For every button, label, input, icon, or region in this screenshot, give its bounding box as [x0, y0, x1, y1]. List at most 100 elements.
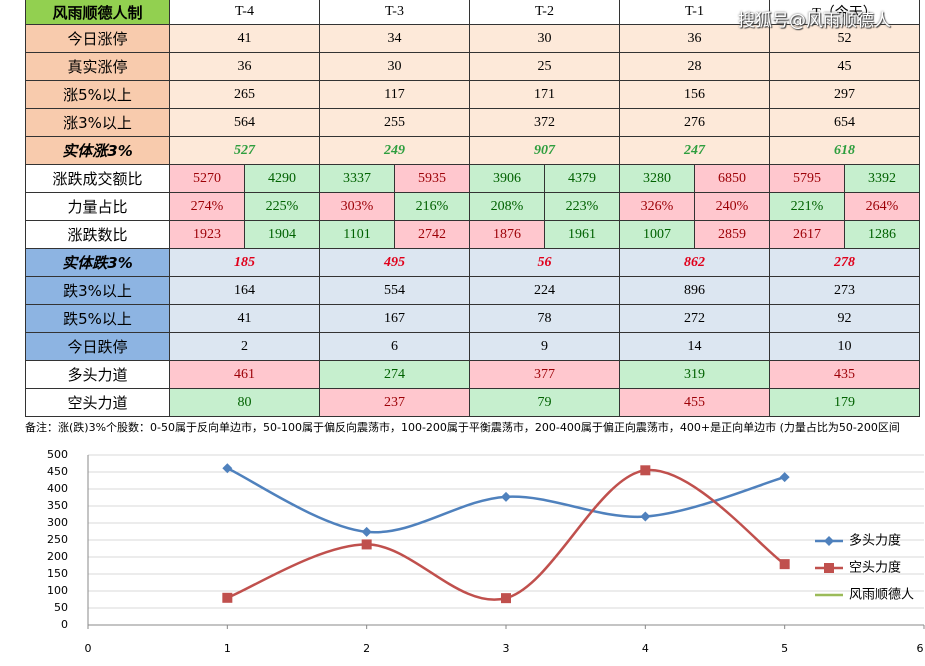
value-cell: 208% — [470, 193, 545, 221]
value-cell: 6850 — [695, 165, 770, 193]
value-cell: 45 — [770, 53, 920, 81]
value-cell: 30 — [320, 53, 470, 81]
value-cell: 278 — [770, 249, 920, 277]
value-cell: 41 — [170, 305, 320, 333]
value-cell: 6 — [320, 333, 470, 361]
legend-marker — [824, 536, 834, 546]
x-tick-label: 4 — [642, 642, 649, 655]
note: 备注：涨(跌)3%个股数：0-50属于反向单边市，50-100属于偏反向震荡市，… — [25, 421, 900, 434]
value-cell: 5270 — [170, 165, 245, 193]
row-label: 多头力道 — [25, 361, 170, 389]
y-tick-label: 350 — [47, 499, 68, 512]
row-label: 涨跌数比 — [25, 221, 170, 249]
row-label: 力量占比 — [25, 193, 170, 221]
row-label: 真实涨停 — [25, 53, 170, 81]
value-cell: 185 — [170, 249, 320, 277]
value-cell: 554 — [320, 277, 470, 305]
value-cell: 862 — [620, 249, 770, 277]
value-cell: 224 — [470, 277, 620, 305]
value-cell: 618 — [770, 137, 920, 165]
value-cell: 297 — [770, 81, 920, 109]
row-label: 实体涨3% — [25, 137, 170, 165]
row-label: 涨跌成交额比 — [25, 165, 170, 193]
value-cell: 237 — [320, 389, 470, 417]
value-cell: 435 — [770, 361, 920, 389]
value-cell: 34 — [320, 25, 470, 53]
value-cell: 2742 — [395, 221, 470, 249]
y-tick-label: 450 — [47, 465, 68, 478]
value-cell: 216% — [395, 193, 470, 221]
column-header: T-1 — [620, 0, 770, 25]
value-cell: 1961 — [545, 221, 620, 249]
value-cell: 117 — [320, 81, 470, 109]
row-label: 空头力道 — [25, 389, 170, 417]
value-cell: 247 — [620, 137, 770, 165]
x-tick-label: 6 — [917, 642, 924, 655]
value-cell: 265 — [170, 81, 320, 109]
value-cell: 455 — [620, 389, 770, 417]
value-cell: 264% — [845, 193, 920, 221]
value-cell: 5935 — [395, 165, 470, 193]
value-cell: 326% — [620, 193, 695, 221]
value-cell: 56 — [470, 249, 620, 277]
value-cell: 276 — [620, 109, 770, 137]
value-cell: 3337 — [320, 165, 395, 193]
value-cell: 564 — [170, 109, 320, 137]
x-tick-label: 3 — [503, 642, 510, 655]
marker — [222, 592, 233, 603]
value-cell: 36 — [620, 25, 770, 53]
marker — [501, 593, 511, 604]
y-tick-label: 50 — [54, 601, 68, 614]
value-cell: 14 — [620, 333, 770, 361]
value-cell: 273 — [770, 277, 920, 305]
value-cell: 9 — [470, 333, 620, 361]
value-cell: 5795 — [770, 165, 845, 193]
value-cell: 255 — [320, 109, 470, 137]
value-cell: 41 — [170, 25, 320, 53]
value-cell: 79 — [470, 389, 620, 417]
legend-label: 空头力度 — [849, 560, 901, 576]
value-cell: 30 — [470, 25, 620, 53]
value-cell: 167 — [320, 305, 470, 333]
x-tick-label: 5 — [781, 642, 788, 655]
value-cell: 461 — [170, 361, 320, 389]
value-cell: 303% — [320, 193, 395, 221]
value-cell: 92 — [770, 305, 920, 333]
chart: 0 50 100 150 200 250 300 350 400 450 500 0 1 2 3 4 5 6 多头力… — [47, 448, 925, 655]
y-tick-label: 0 — [61, 618, 68, 631]
corner-header: 风雨顺德人制 — [25, 0, 170, 25]
sheet-table: 风雨顺德人制 T-4 T-3 T-2 T-1 T（今天） 今日涨停 41 34 30 36 52 真实涨… — [25, 0, 920, 417]
value-cell: 907 — [470, 137, 620, 165]
value-cell: 1923 — [170, 221, 245, 249]
x-tick-label: 0 — [85, 642, 92, 655]
value-cell: 1007 — [620, 221, 695, 249]
x-tick-label: 2 — [363, 642, 370, 655]
value-cell: 319 — [620, 361, 770, 389]
value-cell: 3392 — [845, 165, 920, 193]
legend-label: 风雨顺德人 — [849, 588, 914, 603]
column-header: T-4 — [170, 0, 320, 25]
y-tick-label: 200 — [47, 550, 68, 563]
y-tick-label: 250 — [47, 533, 68, 546]
value-cell: 156 — [620, 81, 770, 109]
value-cell: 3906 — [470, 165, 545, 193]
column-header: T-3 — [320, 0, 470, 25]
marker — [779, 559, 790, 570]
value-cell: 1101 — [320, 221, 395, 249]
row-label: 涨3%以上 — [25, 109, 170, 137]
marker — [361, 539, 372, 550]
value-cell: 221% — [770, 193, 845, 221]
value-cell: 527 — [170, 137, 320, 165]
marker — [222, 463, 233, 474]
marker — [501, 491, 511, 502]
legend-marker — [824, 563, 834, 573]
value-cell: 4290 — [245, 165, 320, 193]
value-cell: 1876 — [470, 221, 545, 249]
value-cell: 4379 — [545, 165, 620, 193]
value-cell: 225% — [245, 193, 320, 221]
value-cell: 2617 — [770, 221, 845, 249]
marker — [640, 511, 651, 522]
value-cell: 272 — [620, 305, 770, 333]
row-label: 实体跌3% — [25, 249, 170, 277]
